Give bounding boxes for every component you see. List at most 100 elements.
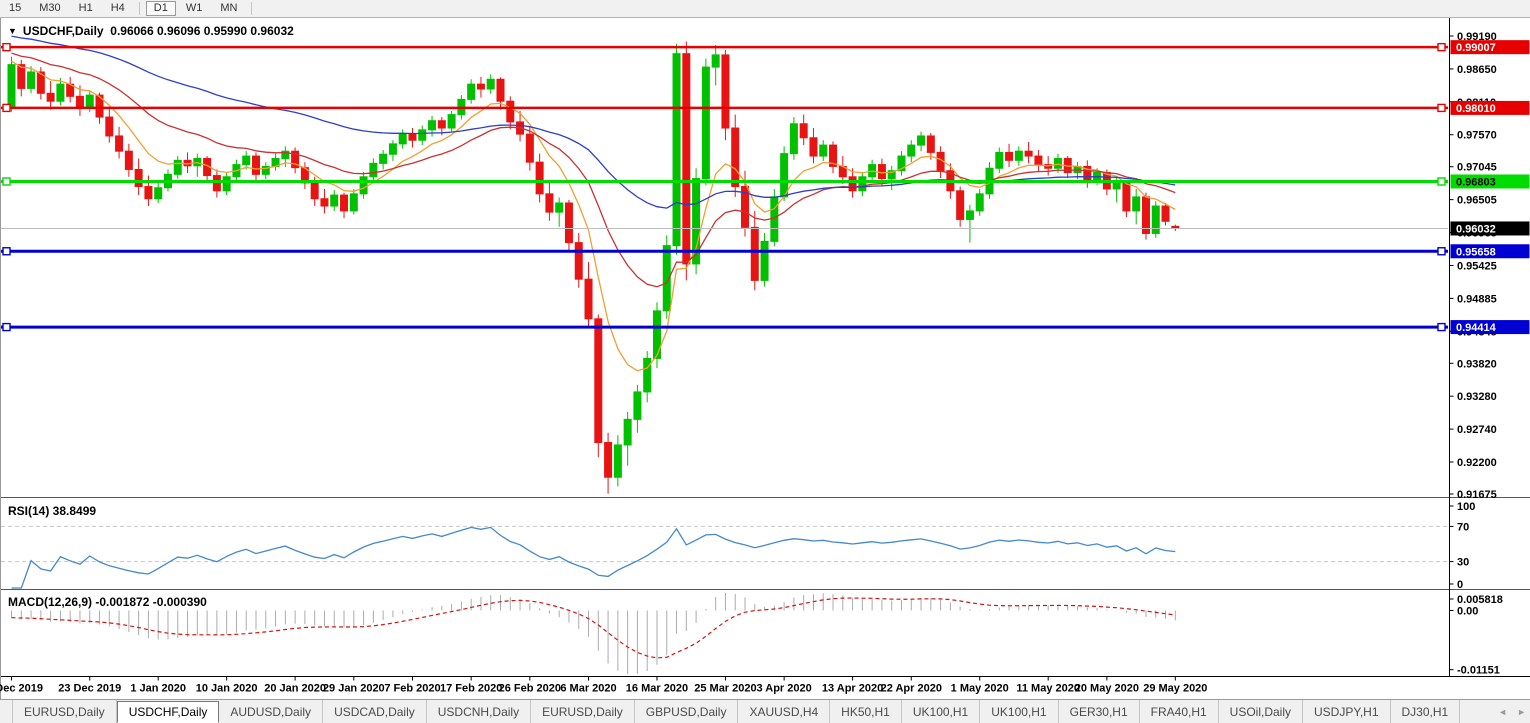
resistance-1-left-handle[interactable] [2, 42, 11, 52]
price-tick-label: 0.93280 [1457, 391, 1497, 403]
resistance-1-price-badge: 0.99007 [1450, 40, 1530, 55]
symbol-dropdown-icon[interactable]: ▼ [8, 26, 17, 36]
price-tick-label: 0.97570 [1457, 130, 1497, 142]
chart-tab-usdcad-daily[interactable]: USDCAD,Daily [323, 700, 427, 723]
svg-text:0.96032: 0.96032 [1456, 223, 1496, 235]
chart-canvas[interactable]: 0.991900.986500.981100.975700.970450.965… [0, 18, 1530, 723]
date-tick-label: 1 May 2020 [951, 683, 1009, 695]
price-tick-label: 0.92200 [1457, 457, 1497, 469]
pivot-green-right-handle[interactable] [1437, 177, 1446, 186]
resistance-2-price-badge: 0.98010 [1450, 100, 1530, 115]
toolbar-separator [251, 2, 253, 15]
support-2-left-handle[interactable] [2, 322, 11, 332]
moving-averages-layer [11, 35, 1176, 372]
ma-slow-blue [11, 35, 1176, 209]
macd-tick-label: -0.01151 [1457, 665, 1500, 677]
chart-tab-audusd-daily[interactable]: AUDUSD,Daily [219, 700, 324, 723]
chart-tab-gbpusd-daily[interactable]: GBPUSD,Daily [635, 700, 739, 723]
chart-tab-eurusd-daily[interactable]: EURUSD,Daily [12, 700, 117, 723]
date-tick-label: 23 Dec 2019 [58, 683, 121, 695]
price-tick-label: 0.97045 [1457, 162, 1497, 174]
svg-text:0.98010: 0.98010 [1456, 103, 1496, 115]
date-tick-label: 1 Jan 2020 [130, 683, 186, 695]
date-tick-label: 29 May 2020 [1143, 683, 1207, 695]
chart-tab-dj30-h1[interactable]: DJ30,H1 [1391, 700, 1461, 723]
resistance-2-left-handle[interactable] [2, 103, 11, 113]
date-tick-label: 13 Dec 2019 [0, 683, 43, 695]
support-1-right-handle[interactable] [1437, 247, 1446, 256]
chart-tab-usdcnh-daily[interactable]: USDCNH,Daily [427, 700, 532, 723]
rsi-tick-label: 0 [1457, 579, 1463, 591]
chart-tab-usdchf-daily[interactable]: USDCHF,Daily [116, 701, 220, 723]
date-tick-label: 29 Jan 2020 [323, 683, 385, 695]
chart-tab-ger30-h1[interactable]: GER30,H1 [1059, 700, 1140, 723]
svg-text:0.99007: 0.99007 [1456, 42, 1496, 54]
date-tick-label: 10 Jan 2020 [196, 683, 258, 695]
date-tick-label: 17 Feb 2020 [440, 683, 502, 695]
chart-tab-eurusd-daily[interactable]: EURUSD,Daily [531, 700, 635, 723]
date-axis[interactable]: 13 Dec 2019 23 Dec 2019 1 Jan 2020 10 Jan 2… [0, 676, 1207, 695]
timeframe-button-w1[interactable]: W1 [185, 2, 203, 14]
chart-tab-uk100-h1[interactable]: UK100,H1 [980, 700, 1059, 723]
resistance-2-hline[interactable] [1, 103, 1448, 113]
date-tick-label: 20 Jan 2020 [264, 683, 326, 695]
ma-fast-orange [11, 60, 1176, 372]
timeframe-button-d1[interactable]: D1 [145, 1, 176, 16]
date-tick-label: 6 Mar 2020 [560, 683, 616, 695]
price-tick-label: 0.95425 [1457, 260, 1497, 272]
timeframe-button-m30[interactable]: M30 [39, 2, 61, 14]
rsi-pane[interactable]: 100 70 30 0 [1, 501, 1475, 591]
tab-scroll-left-icon[interactable]: ◄ [1498, 707, 1508, 717]
timeframe-button-h4[interactable]: H4 [110, 2, 125, 14]
rsi-line [11, 526, 1176, 589]
price-tick-label: 0.96505 [1457, 195, 1497, 207]
date-tick-label: 13 Apr 2020 [822, 683, 883, 695]
support-1-price-badge: 0.95658 [1450, 244, 1530, 259]
support-2-right-handle[interactable] [1437, 322, 1446, 332]
rsi-indicator-label: RSI(14) 38.8499 [8, 504, 97, 518]
resistance-1-right-handle[interactable] [1437, 42, 1446, 52]
rsi-tick-label: 70 [1457, 521, 1469, 533]
tab-scroll-buttons: ◄ ► [1498, 700, 1526, 723]
timeframe-button-mn[interactable]: MN [220, 2, 238, 14]
resistance-2-right-handle[interactable] [1437, 103, 1446, 113]
date-tick-label: 3 Apr 2020 [756, 683, 811, 695]
timeframe-button-15[interactable]: 15 [9, 2, 22, 14]
date-tick-label: 7 Feb 2020 [384, 683, 440, 695]
pivot-green-hline[interactable] [1, 177, 1448, 186]
price-tick-label: 0.99190 [1457, 31, 1497, 43]
price-tick-label: 0.93820 [1457, 358, 1497, 370]
date-tick-label: 22 Apr 2020 [881, 683, 942, 695]
chart-tab-fra40-h1[interactable]: FRA40,H1 [1140, 700, 1219, 723]
date-tick-label: 26 Feb 2020 [499, 683, 561, 695]
chart-tab-bar: EURUSD,Daily USDCHF,Daily AUDUSD,Daily USDC… [0, 699, 1530, 723]
resistance-1-hline[interactable] [1, 42, 1448, 52]
chart-tab-uk100-h1[interactable]: UK100,H1 [902, 700, 981, 723]
tab-scroll-right-icon[interactable]: ► [1517, 707, 1526, 717]
date-tick-label: 11 May 2020 [1016, 683, 1080, 695]
macd-tick-label: 0.005818 [1457, 594, 1503, 606]
pivot-green-price-badge: 0.96803 [1450, 174, 1530, 189]
chart-tab-hk50-h1[interactable]: HK50,H1 [830, 700, 902, 723]
macd-indicator-label: MACD(12,26,9) -0.001872 -0.000390 [8, 595, 207, 609]
support-1-left-handle[interactable] [2, 247, 11, 256]
support-2-price-badge: 0.94414 [1450, 320, 1530, 335]
chart-tab-usdjpy-h1[interactable]: USDJPY,H1 [1303, 700, 1391, 723]
date-tick-label: 25 Mar 2020 [694, 683, 756, 695]
timeframe-button-h1[interactable]: H1 [78, 2, 93, 14]
support-1-hline[interactable] [1, 247, 1448, 256]
date-tick-label: 20 May 2020 [1075, 683, 1139, 695]
chart-tab-xauusd-h4[interactable]: XAUUSD,H4 [738, 700, 831, 723]
price-tick-label: 0.91675 [1457, 489, 1497, 501]
chart-tab-usoil-daily[interactable]: USOil,Daily [1219, 700, 1304, 723]
toolbar-separator [138, 2, 140, 15]
pivot-green-left-handle[interactable] [2, 177, 11, 186]
svg-text:0.94414: 0.94414 [1456, 322, 1497, 334]
support-2-hline[interactable] [1, 322, 1448, 332]
svg-text:0.95658: 0.95658 [1456, 246, 1496, 258]
current-price-price-badge: 0.96032 [1450, 221, 1530, 236]
price-tick-label: 0.92740 [1457, 424, 1497, 436]
rsi-tick-label: 100 [1457, 501, 1475, 513]
